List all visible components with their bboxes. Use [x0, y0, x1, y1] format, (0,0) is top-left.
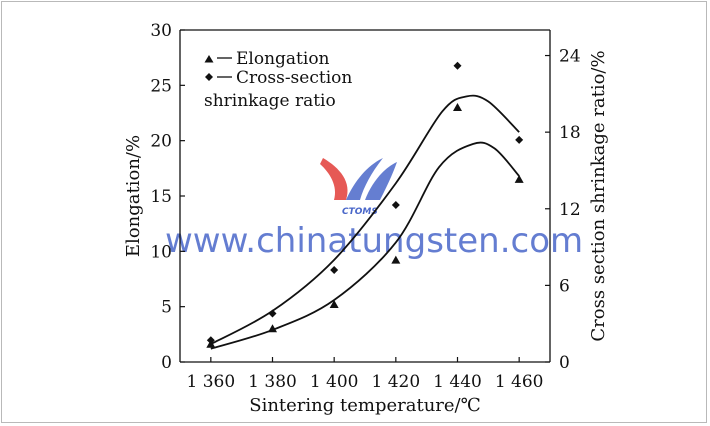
x-tick-label: 1 440: [433, 372, 482, 392]
fit-curve-cross-section-shrinkage-ratio: [210, 94, 520, 345]
y-right-axis-title: Cross section shrinkage ratio/%: [588, 50, 609, 341]
y-left-tick-label: 25: [150, 76, 172, 96]
data-markers: [206, 61, 524, 348]
y-right-tick-label: 12: [559, 200, 581, 220]
y-left-axis-title: Elongation/%: [123, 135, 144, 257]
legend-diamond-marker: [205, 73, 213, 81]
y-left-tick-label: 0: [161, 353, 172, 373]
watermark: CTOMS www.chinatungsten.com: [165, 158, 583, 261]
x-tick-label: 1 360: [186, 372, 235, 392]
y-right-tick-label: 6: [559, 276, 570, 296]
x-tick-label: 1 380: [248, 372, 297, 392]
elongation-point: [514, 174, 524, 183]
x-tick-label: 1 460: [495, 372, 544, 392]
legend-triangle-marker: [204, 55, 214, 63]
watermark-logo-text: CTOMS: [342, 207, 378, 217]
cross-section-shrinkage-ratio-point: [268, 309, 277, 318]
cross-section-shrinkage-ratio-point: [453, 61, 462, 70]
legend: Elongation Cross-section shrinkage ratio: [204, 49, 352, 111]
ticks: 0 5 10 15 20 25 30 0 6 12 18 24 1 360 1 380 1 400 1 420…: [150, 21, 580, 392]
y-left-tick-label: 5: [161, 298, 172, 318]
y-left-tick-label: 10: [150, 242, 172, 262]
cross-section-shrinkage-ratio-point: [330, 266, 339, 275]
y-right-tick-label: 0: [559, 353, 570, 373]
y-right-tick-label: 24: [559, 47, 581, 67]
y-right-tick-label: 18: [559, 123, 581, 143]
watermark-logo-mid: [346, 158, 383, 200]
watermark-logo-left: [320, 158, 348, 200]
cross-section-shrinkage-ratio-point: [515, 135, 524, 144]
elongation-point: [268, 324, 277, 333]
watermark-url: www.chinatungsten.com: [165, 221, 583, 261]
elongation-point: [329, 299, 339, 308]
fit-curve-elongation: [210, 141, 520, 350]
legend-label-cross-section: Cross-section: [236, 68, 352, 88]
x-tick-label: 1 420: [371, 372, 420, 392]
cross-section-shrinkage-ratio-point: [206, 336, 215, 345]
y-left-tick-label: 30: [150, 21, 172, 41]
legend-label-elongation: Elongation: [236, 49, 330, 69]
x-tick-label: 1 400: [310, 372, 359, 392]
y-left-tick-label: 20: [150, 132, 172, 152]
watermark-logo-right: [365, 162, 397, 200]
legend-label-shrinkage-ratio: shrinkage ratio: [204, 91, 336, 111]
elongation-point: [453, 102, 462, 111]
x-axis-title: Sintering temperature/℃: [249, 395, 481, 416]
cross-section-shrinkage-ratio-point: [391, 200, 400, 209]
y-left-tick-label: 15: [150, 187, 172, 207]
elongation-point: [391, 255, 401, 264]
fit-curves: [210, 94, 520, 350]
